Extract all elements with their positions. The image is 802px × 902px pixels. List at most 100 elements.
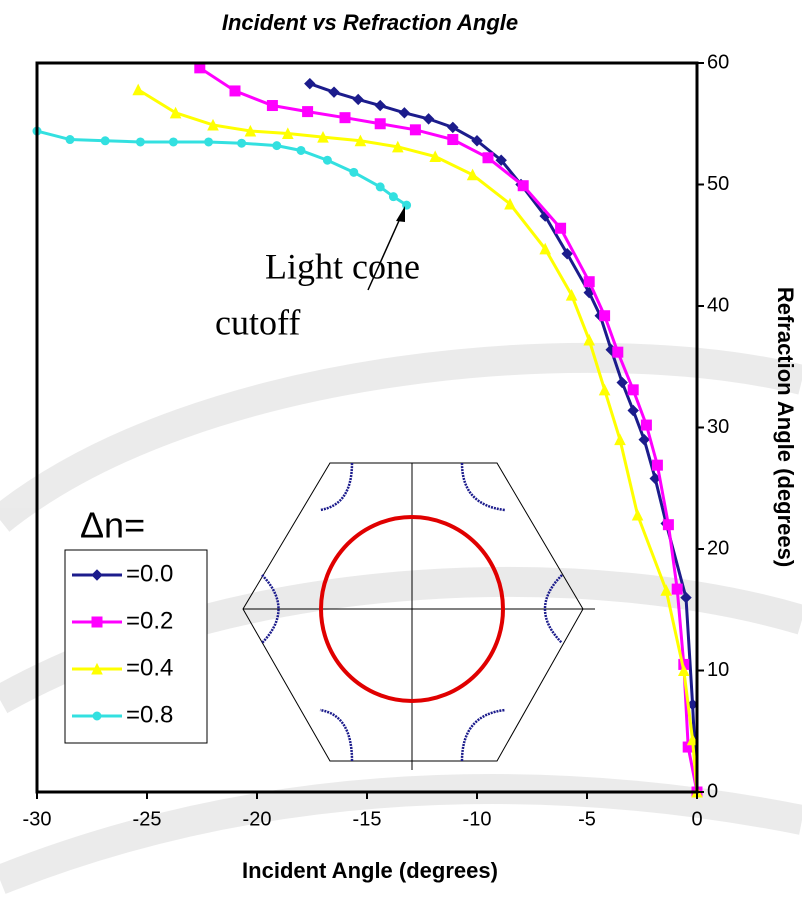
series-line [137, 88, 699, 793]
marker [616, 376, 628, 389]
marker [680, 591, 692, 604]
marker [495, 154, 507, 166]
marker [660, 584, 673, 596]
marker [272, 141, 282, 151]
marker [638, 433, 650, 446]
marker [100, 136, 110, 146]
marker [229, 85, 241, 97]
marker [583, 276, 595, 288]
marker [429, 150, 442, 163]
marker [204, 137, 214, 147]
legend-label: =0.2 [126, 607, 173, 634]
x-tick-label: -15 [353, 808, 382, 830]
marker [374, 99, 386, 112]
marker [65, 135, 75, 145]
x-tick-label: -30 [23, 808, 52, 830]
marker [317, 130, 329, 143]
marker [207, 118, 219, 131]
marker [398, 107, 411, 119]
marker [244, 124, 257, 137]
marker [555, 222, 567, 234]
marker [339, 112, 351, 124]
marker [349, 167, 359, 177]
marker [409, 124, 421, 136]
marker [422, 113, 435, 125]
x-tick-label: -25 [133, 808, 162, 830]
marker [686, 733, 699, 746]
marker [266, 100, 278, 112]
x-tick-label: 0 [691, 808, 702, 830]
y-tick-label: 60 [707, 51, 729, 73]
marker [168, 137, 178, 147]
y-tick-label: 20 [707, 537, 729, 559]
marker [583, 333, 596, 346]
marker [304, 77, 316, 90]
marker [627, 404, 639, 417]
marker [466, 168, 479, 181]
marker [612, 346, 624, 358]
marker [599, 310, 611, 322]
marker [651, 459, 663, 471]
y-tick-label: 30 [707, 416, 729, 438]
marker [354, 134, 367, 147]
marker [662, 519, 674, 531]
annotation: cutoff [215, 302, 300, 342]
legend-label: =0.4 [126, 654, 173, 681]
marker [375, 182, 385, 192]
marker [402, 200, 412, 210]
marker [281, 127, 294, 139]
marker [671, 583, 683, 595]
marker [539, 242, 552, 255]
marker [132, 83, 145, 96]
marker [237, 138, 247, 148]
y-tick-label: 40 [707, 294, 729, 316]
legend-label: =0.0 [126, 560, 173, 587]
marker [640, 419, 652, 431]
inset-diagram [242, 462, 595, 770]
marker [471, 135, 483, 147]
legend-marker [91, 569, 103, 581]
marker [504, 197, 516, 210]
x-tick-label: -10 [463, 808, 492, 830]
marker [517, 180, 529, 192]
marker [391, 140, 404, 153]
x-axis-title: Incident Angle (degrees) [242, 858, 498, 883]
x-tick-label: -20 [243, 808, 272, 830]
marker [561, 248, 573, 260]
marker [677, 664, 690, 676]
y-axis-title: Refraction Angle (degrees) [773, 287, 798, 567]
marker [565, 288, 578, 301]
y-tick-label: 0 [707, 780, 718, 802]
legend-marker [91, 616, 103, 628]
marker [302, 106, 314, 118]
marker [374, 118, 386, 130]
chart-title: Incident vs Refraction Angle [222, 10, 518, 35]
x-tick-label: -5 [578, 808, 596, 830]
marker [322, 155, 332, 165]
annotation: Light cone [265, 246, 420, 286]
marker [352, 93, 364, 106]
y-tick-label: 50 [707, 173, 729, 195]
marker [482, 152, 494, 164]
legend-label: =0.8 [126, 701, 173, 728]
marker [328, 86, 340, 98]
marker [296, 145, 306, 155]
marker [627, 384, 639, 396]
marker [135, 137, 145, 147]
legend-marker [92, 711, 102, 721]
legend-marker [91, 662, 103, 675]
marker [614, 433, 626, 446]
marker [169, 106, 182, 119]
plot-area [32, 62, 703, 798]
legend-box [64, 549, 208, 744]
annotation-arrow [367, 206, 405, 291]
marker [447, 121, 459, 134]
marker [598, 383, 611, 396]
series-line [36, 129, 408, 207]
legend-title: Δn= [80, 505, 145, 546]
series-line [198, 66, 699, 793]
series-line [309, 82, 699, 793]
marker [388, 192, 398, 202]
marker [631, 508, 644, 521]
